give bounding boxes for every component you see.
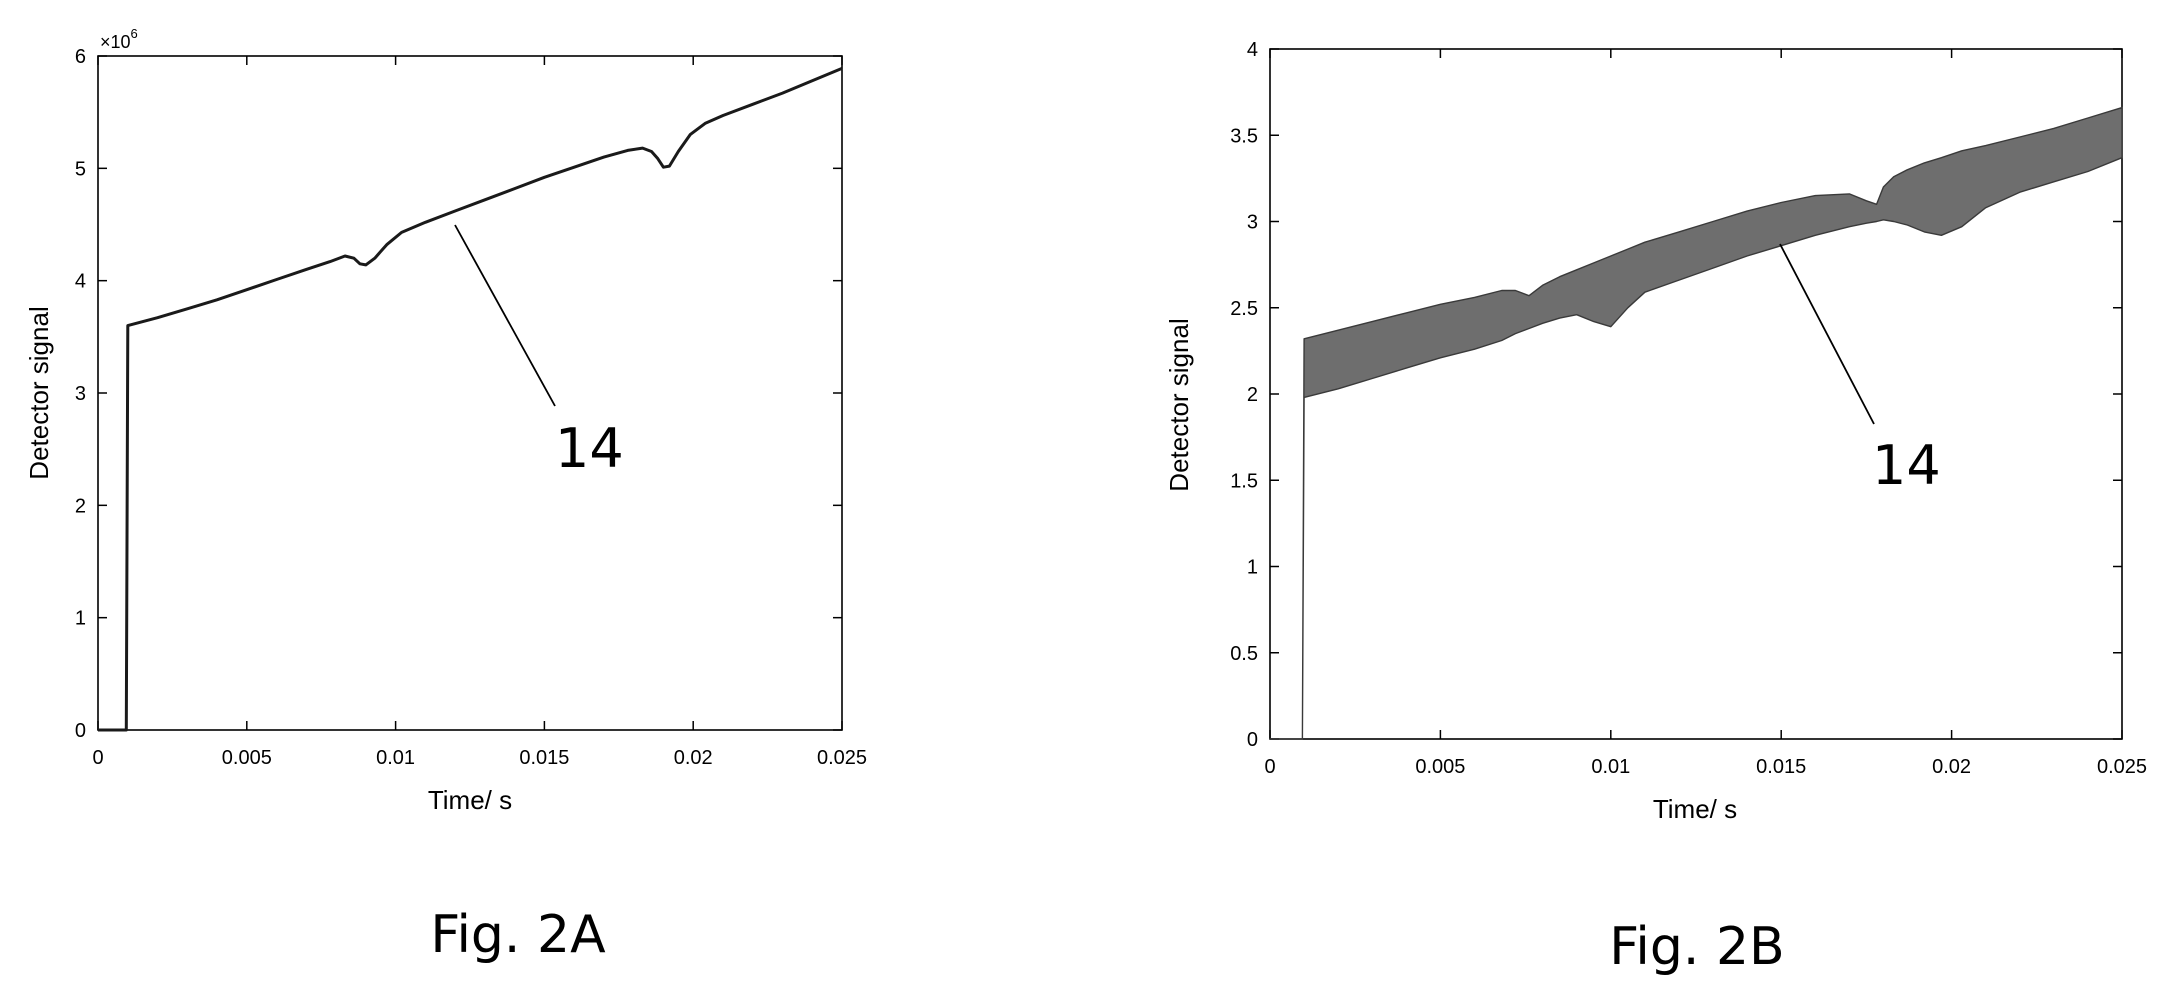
x-tick-label: 0.02 — [1932, 756, 1971, 778]
y-tick-label: 6 — [75, 46, 86, 68]
reference-leader-line — [454, 224, 556, 407]
y-axis-label: Detector signal — [24, 306, 54, 479]
x-tick-label: 0 — [92, 747, 103, 769]
y-tick-label: 1 — [1247, 557, 1258, 579]
x-tick-label: 0.025 — [2097, 756, 2147, 778]
y-tick-label: 2.5 — [1230, 298, 1258, 320]
x-tick-label: 0.015 — [1756, 756, 1806, 778]
x-axis-label: Time/ s — [1653, 794, 1737, 824]
x-tick-label: 0.005 — [1415, 756, 1465, 778]
x-ticks: 0 0.005 0.01 0.015 0.02 0.025 — [92, 56, 867, 769]
y-exponent-label: ×106 — [100, 26, 138, 52]
x-ticks: 0 0.005 0.01 0.015 0.02 0.025 — [1264, 49, 2147, 778]
chart-fig-2b: 0 0.5 1 1.5 2 2.5 3 3.5 4 0 0.005 0.01 0.015 0.02 0.0… — [1164, 39, 2147, 977]
plot-frame — [97, 55, 843, 731]
y-tick-label: 1.5 — [1230, 470, 1258, 492]
reference-leader-line — [1779, 243, 1875, 425]
y-tick-label: 0.5 — [1230, 643, 1258, 665]
y-tick-label: 2 — [75, 495, 86, 517]
y-tick-label: 4 — [1247, 39, 1258, 61]
y-tick-label: 3 — [1247, 212, 1258, 234]
reference-numeral: 14 — [1872, 434, 1941, 497]
y-tick-label: 0 — [75, 720, 86, 742]
reference-numeral: 14 — [555, 417, 624, 480]
detector-signal-band — [1269, 106, 2123, 740]
y-ticks: 0 0.5 1 1.5 2 2.5 3 3.5 4 — [1230, 39, 2122, 751]
x-tick-label: 0.01 — [376, 747, 415, 769]
x-tick-label: 0.01 — [1591, 756, 1630, 778]
y-axis-label: Detector signal — [1164, 318, 1194, 491]
y-ticks: 0 1 2 3 4 5 6 — [75, 46, 842, 742]
x-tick-label: 0 — [1264, 756, 1275, 778]
detector-signal-line — [98, 67, 843, 732]
figure-caption: Fig. 2A — [430, 905, 606, 965]
figure-caption: Fig. 2B — [1609, 917, 1784, 977]
x-tick-label: 0.015 — [519, 747, 569, 769]
x-tick-label: 0.02 — [674, 747, 713, 769]
y-tick-label: 2 — [1247, 384, 1258, 406]
y-tick-label: 4 — [75, 271, 86, 293]
y-tick-label: 5 — [75, 158, 86, 180]
y-tick-label: 3.5 — [1230, 125, 1258, 147]
y-tick-label: 0 — [1247, 729, 1258, 751]
y-tick-label: 1 — [75, 608, 86, 630]
chart-fig-2a: 0 1 2 3 4 5 6 0 0.005 0.01 0.015 0.02 0.025 ×106 De… — [24, 26, 867, 965]
y-tick-label: 3 — [75, 383, 86, 405]
x-axis-label: Time/ s — [428, 785, 512, 815]
x-tick-label: 0.005 — [222, 747, 272, 769]
x-tick-label: 0.025 — [817, 747, 867, 769]
